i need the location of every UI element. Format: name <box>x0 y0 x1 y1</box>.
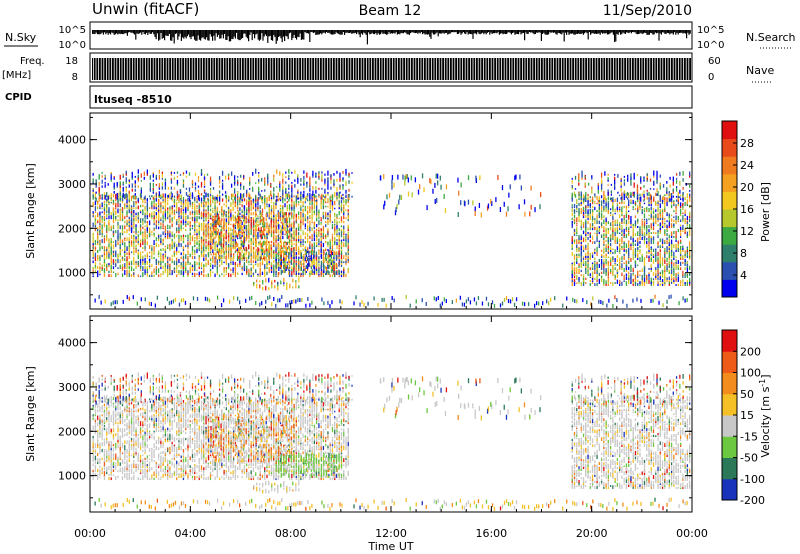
colorbar-segment <box>722 261 737 280</box>
colorbar-segment <box>722 415 737 437</box>
colorbar-segment <box>722 436 737 458</box>
cpid-value: ltuseq -8510 <box>94 93 172 106</box>
time-tick-label: 08:00 <box>275 527 307 540</box>
time-tick-label: 12:00 <box>375 527 407 540</box>
range-tick-label: 1000 <box>58 267 86 280</box>
colorbar-tick-label: -15 <box>740 430 758 443</box>
velocity-colorbar-label: Velocity [m s-1] <box>758 374 772 457</box>
colorbar-segment <box>722 156 737 175</box>
power-ylabel: Slant Range [km] <box>24 163 37 259</box>
colorbar-segment <box>722 330 737 352</box>
velocity-colorbar: 200 100 50 15 -15 -50 -100 -200 <box>721 329 765 507</box>
colorbar-segment <box>722 191 737 210</box>
nsky-tick-low: 10^0 <box>59 40 86 51</box>
time-tick-label: 04:00 <box>174 527 206 540</box>
colorbar-tick-label: 28 <box>740 137 754 150</box>
freq-label: Freq. <box>20 56 45 67</box>
colorbar-segment <box>722 209 737 228</box>
time-tick-label: 00:00 <box>74 527 106 540</box>
colorbar-tick-label: 24 <box>740 159 754 172</box>
colorbar-tick-label: 8 <box>740 247 747 260</box>
time-tick-label: 16:00 <box>475 527 507 540</box>
time-tick-label: 20:00 <box>576 527 608 540</box>
range-tick-label: 1000 <box>58 470 86 483</box>
time-tick-label: 00:00 <box>676 527 708 540</box>
freq-tick-high: 18 <box>65 56 78 67</box>
radar-title: Unwin (fitACF) <box>92 0 199 18</box>
range-tick-label: 4000 <box>58 337 86 350</box>
colorbar-segment <box>722 244 737 263</box>
nsky-panel: N.Sky 10^5 10^0 10^5 10^0 N.Search <box>4 21 796 51</box>
date-title: 11/Sep/2010 <box>603 3 692 19</box>
nsearch-label: N.Search <box>746 31 796 44</box>
freq-unit: [MHz] <box>2 70 31 81</box>
range-tick-label: 2000 <box>58 222 86 235</box>
colorbar-tick-label: -200 <box>740 494 765 507</box>
range-tick-label: 3000 <box>58 381 86 394</box>
colorbar-segment <box>722 457 737 480</box>
colorbar-segment <box>722 138 737 157</box>
colorbar-tick-label: 4 <box>740 269 747 282</box>
time-axis: 00:00 04:00 08:00 12:00 16:00 20:00 00:00 <box>74 113 708 540</box>
colorbar-segment <box>722 393 737 416</box>
nsearch-tick-high: 10^5 <box>697 25 724 36</box>
colorbar-segment <box>722 478 737 501</box>
colorbar-segment <box>722 351 737 373</box>
nave-tick-low: 0 <box>708 72 714 83</box>
cpid-label: CPID <box>5 92 32 103</box>
beam-title: Beam 12 <box>359 3 422 19</box>
colorbar-segment <box>722 372 737 395</box>
nave-tick-high: 60 <box>708 56 721 67</box>
cpid-panel: CPID ltuseq -8510 <box>5 85 693 109</box>
nsky-tick-high: 10^5 <box>59 25 86 36</box>
colorbar-tick-label: -50 <box>740 452 758 465</box>
colorbar-tick-label: 12 <box>740 225 754 238</box>
range-tick-label: 2000 <box>58 425 86 438</box>
colorbar-tick-label: 20 <box>740 181 754 194</box>
velocity-ylabel: Slant Range [km] <box>24 366 37 462</box>
range-tick-label: 3000 <box>58 178 86 191</box>
power-scatter <box>92 168 691 309</box>
power-colorbar: 4 8 12 16 20 24 28 <box>721 120 754 298</box>
colorbar-segment <box>722 226 737 245</box>
colorbar-tick-label: 50 <box>740 388 754 401</box>
velocity-panel: 1000 2000 3000 4000 Slant Range [km] 200 100… <box>24 315 772 513</box>
freq-tick-low: 8 <box>72 72 78 83</box>
time-axis-label: Time UT <box>367 540 413 553</box>
power-panel: 1000 2000 3000 4000 Slant Range [km] 4 8 12 16… <box>24 112 772 310</box>
colorbar-tick-label: 16 <box>740 203 754 216</box>
colorbar-tick-label: 100 <box>740 367 761 380</box>
colorbar-segment <box>722 121 737 140</box>
nsearch-tick-low: 10^0 <box>697 40 724 51</box>
power-colorbar-label: Power [dB] <box>759 182 772 242</box>
nsky-trace <box>92 30 691 45</box>
colorbar-segment <box>722 173 737 192</box>
colorbar-tick-label: -100 <box>740 473 765 486</box>
nsky-label: N.Sky <box>5 31 37 44</box>
nave-label: Nave <box>746 64 774 77</box>
colorbar-tick-label: 200 <box>740 345 761 358</box>
colorbar-tick-label: 15 <box>740 409 754 422</box>
range-tick-label: 4000 <box>58 134 86 147</box>
colorbar-segment <box>722 279 737 298</box>
freq-panel: Freq. [MHz] 18 8 60 0 Nave <box>2 52 774 83</box>
velocity-scatter <box>92 371 691 512</box>
